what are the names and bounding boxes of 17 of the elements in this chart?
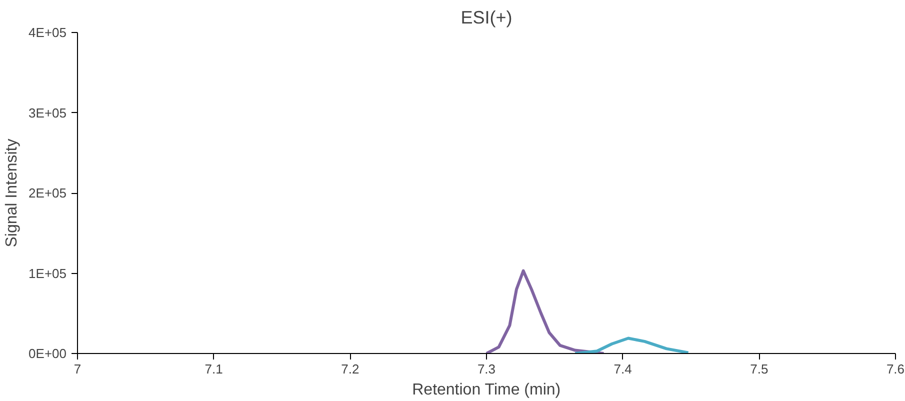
x-tick-label: 7.4 <box>614 362 632 376</box>
x-tick-label: 7.2 <box>341 362 360 376</box>
y-tick-label: 2E+05 <box>28 186 66 200</box>
x-tick-label: 7.5 <box>750 362 768 376</box>
x-tick-label: 7.3 <box>477 362 496 376</box>
line-series <box>485 269 606 354</box>
x-tick-label: 7 <box>74 362 82 376</box>
y-tick-label: 1E+05 <box>28 266 66 281</box>
y-tick-label: 4E+05 <box>28 25 66 40</box>
y-tick-label: 3E+05 <box>28 105 66 120</box>
y-axis-title: Signal Intensity <box>4 138 21 248</box>
x-tick-label: 7.6 <box>886 362 905 376</box>
chart-title: ESI(+) <box>460 8 512 28</box>
line-series <box>574 336 690 354</box>
y-tick-label: 0E+00 <box>28 346 66 361</box>
x-tick-label: 7.1 <box>204 362 223 376</box>
x-axis-title: Retention Time (min) <box>412 382 561 398</box>
